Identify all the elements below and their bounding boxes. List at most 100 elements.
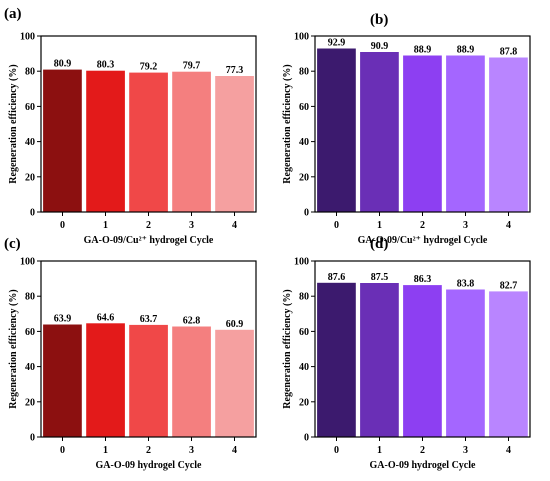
y-tick-label: 20 — [299, 397, 309, 408]
y-tick-label: 40 — [299, 137, 309, 148]
bar — [317, 48, 356, 212]
data-label: 62.8 — [183, 316, 201, 327]
y-tick-label: 20 — [25, 172, 35, 183]
x-tick-label: 3 — [189, 220, 194, 231]
y-tick-label: 0 — [304, 433, 309, 444]
data-label: 82.7 — [500, 280, 518, 291]
x-tick-label: 4 — [232, 445, 237, 456]
x-tick-label: 4 — [506, 445, 511, 456]
bar — [403, 55, 442, 212]
x-axis-label: GA-O-09 hydrogel Cycle — [370, 460, 476, 471]
x-tick-label: 0 — [60, 220, 65, 231]
panel-d: 87.6087.5186.3283.8382.74020406080100(d)… — [282, 236, 531, 471]
y-axis-label: Regeneration efficiency (%) — [282, 289, 293, 408]
x-axis-label: GA-O-09 hydrogel Cycle — [96, 460, 202, 471]
bar — [489, 291, 528, 437]
bar — [43, 69, 82, 212]
data-label: 92.9 — [328, 38, 346, 49]
data-label: 63.7 — [140, 314, 158, 325]
x-tick-label: 0 — [334, 445, 339, 456]
y-tick-label: 20 — [299, 172, 309, 183]
x-tick-label: 3 — [189, 445, 194, 456]
data-label: 90.9 — [371, 41, 389, 52]
x-tick-label: 0 — [60, 445, 65, 456]
x-tick-label: 1 — [377, 220, 382, 231]
x-axis-label: GA-O-09/Cu²⁺ hydrogel Cycle — [358, 235, 488, 246]
bar — [43, 324, 82, 437]
bar — [360, 52, 399, 212]
bar — [86, 70, 125, 212]
y-tick-label: 100 — [294, 32, 309, 43]
y-tick-label: 20 — [25, 397, 35, 408]
data-label: 79.2 — [140, 62, 158, 73]
plot-frame — [40, 35, 257, 213]
panel-label: (b) — [370, 12, 388, 28]
x-tick-label: 2 — [146, 220, 151, 231]
plot-frame — [314, 35, 531, 213]
y-tick-label: 100 — [20, 257, 35, 268]
x-tick-label: 4 — [232, 220, 237, 231]
bar — [172, 326, 211, 437]
data-label: 77.3 — [226, 65, 244, 76]
x-tick-label: 1 — [103, 445, 108, 456]
bar — [129, 324, 168, 437]
y-tick-label: 100 — [294, 257, 309, 268]
y-tick-label: 40 — [25, 362, 35, 373]
x-tick-label: 4 — [506, 220, 511, 231]
y-tick-label: 0 — [30, 433, 35, 444]
x-axis-label: GA-O-09/Cu²⁺ hydrogel Cycle — [84, 235, 214, 246]
data-label: 64.6 — [97, 312, 115, 323]
bar — [129, 72, 168, 212]
bar — [446, 289, 485, 437]
panel-label: (a) — [4, 6, 22, 22]
data-label: 60.9 — [226, 319, 244, 330]
x-tick-label: 2 — [420, 445, 425, 456]
y-tick-label: 40 — [25, 137, 35, 148]
y-tick-label: 80 — [299, 292, 309, 303]
y-tick-label: 60 — [25, 327, 35, 338]
panel-a: 80.9080.3179.2279.7377.34020406080100(a)… — [4, 6, 257, 246]
panel-label: (c) — [4, 236, 21, 252]
x-tick-label: 3 — [463, 220, 468, 231]
x-tick-label: 2 — [146, 445, 151, 456]
bar — [317, 282, 356, 437]
panel-label: (d) — [370, 236, 388, 252]
bar — [215, 76, 254, 212]
bar — [489, 57, 528, 212]
panel-b: 92.9090.9188.9288.9387.84020406080100(b)… — [282, 12, 531, 246]
bar — [403, 285, 442, 437]
y-axis-label: Regeneration efficiency (%) — [8, 289, 19, 408]
bar — [86, 323, 125, 437]
y-tick-label: 60 — [299, 327, 309, 338]
bar — [172, 71, 211, 212]
y-tick-label: 60 — [299, 102, 309, 113]
y-tick-label: 80 — [299, 67, 309, 78]
data-label: 87.8 — [500, 47, 518, 58]
panel-c: 63.9064.6163.7262.8360.94020406080100(c)… — [4, 236, 257, 471]
data-label: 86.3 — [414, 274, 432, 285]
plot-frame — [40, 260, 257, 438]
data-label: 87.5 — [371, 272, 389, 283]
y-tick-label: 60 — [25, 102, 35, 113]
bar — [215, 329, 254, 437]
data-label: 83.8 — [457, 279, 475, 290]
x-tick-label: 2 — [420, 220, 425, 231]
y-axis-label: Regeneration efficiency (%) — [282, 64, 293, 183]
data-label: 88.9 — [457, 45, 475, 56]
data-label: 63.9 — [54, 314, 72, 325]
data-label: 88.9 — [414, 45, 432, 56]
data-label: 80.9 — [54, 59, 72, 70]
data-label: 80.3 — [97, 60, 115, 71]
bar — [360, 283, 399, 437]
y-axis-label: Regeneration efficiency (%) — [8, 64, 19, 183]
y-tick-label: 0 — [30, 208, 35, 219]
bar — [446, 55, 485, 212]
y-tick-label: 40 — [299, 362, 309, 373]
x-tick-label: 1 — [377, 445, 382, 456]
x-tick-label: 1 — [103, 220, 108, 231]
plot-frame — [314, 260, 531, 438]
x-tick-label: 0 — [334, 220, 339, 231]
y-tick-label: 80 — [25, 292, 35, 303]
